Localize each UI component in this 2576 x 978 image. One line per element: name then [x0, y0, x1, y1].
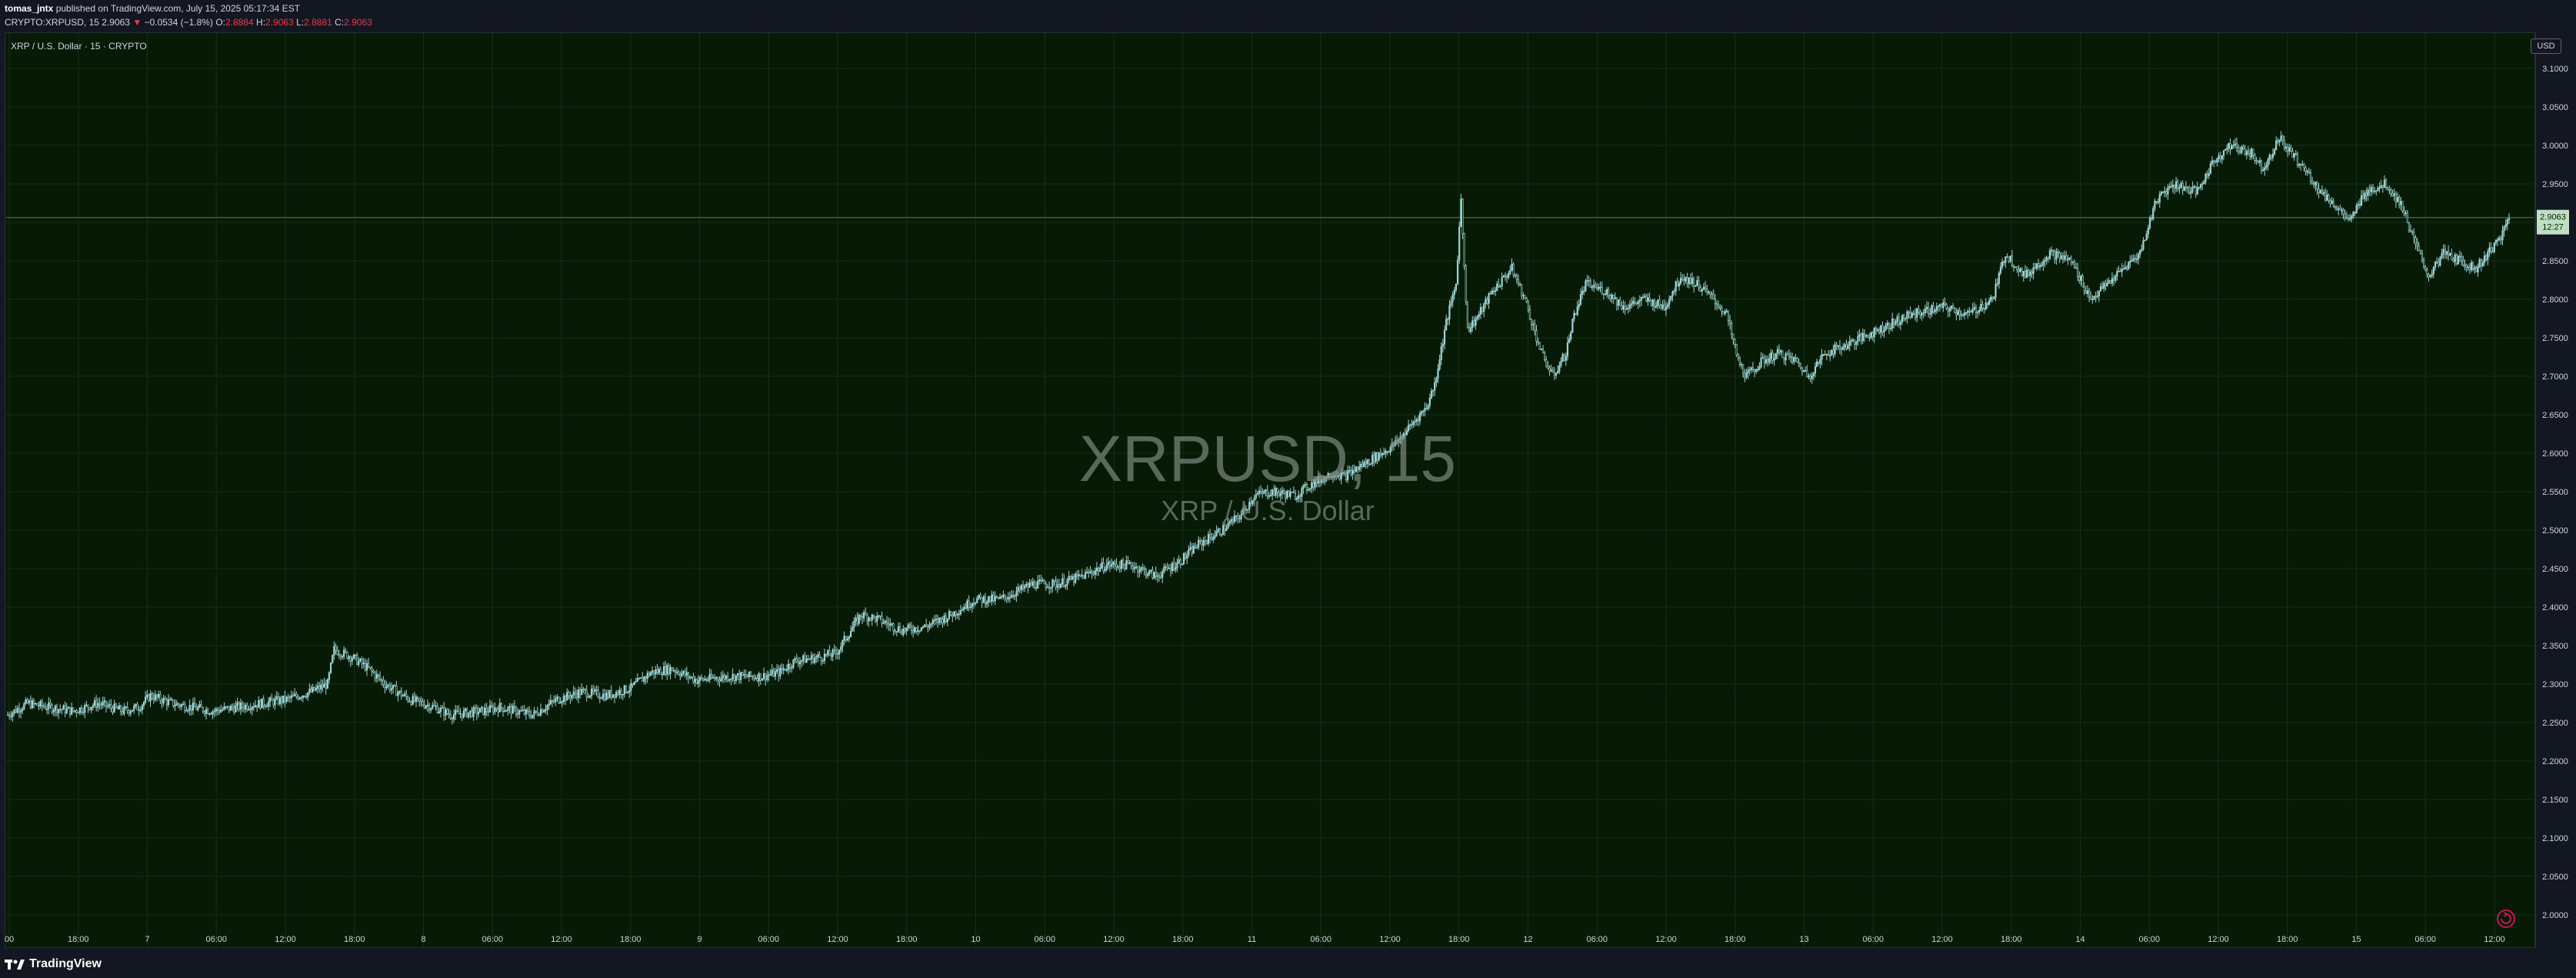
tradingview-logo[interactable]: TradingView — [5, 957, 102, 971]
symbol-label[interactable]: CRYPTO:XRPUSD, 15 — [5, 17, 99, 28]
close-label: C: — [335, 17, 345, 28]
symbol-legend: CRYPTO:XRPUSD, 15 2.9063 ▼ −0.0534 (−1.8… — [5, 17, 372, 28]
currency-badge[interactable]: USD — [2531, 38, 2561, 54]
author-name[interactable]: tomas_jntx — [5, 3, 54, 14]
high-label: H: — [256, 17, 266, 28]
low-label: L: — [296, 17, 305, 28]
down-arrow-icon: ▼ — [132, 17, 142, 28]
change-text: −0.0534 (−1.8%) — [144, 17, 213, 28]
brand-name: TradingView — [29, 957, 102, 970]
last-price: 2.9063 — [102, 17, 130, 28]
chart-header: tomas_jntx published on TradingView.com,… — [0, 0, 2576, 31]
published-text: published on TradingView.com, July 15, 2… — [55, 3, 301, 14]
price-axis[interactable] — [2535, 32, 2576, 948]
publish-info: tomas_jntx published on TradingView.com,… — [5, 3, 300, 14]
footer: TradingView — [0, 953, 2576, 978]
open-label: O: — [215, 17, 225, 28]
chart-pane[interactable] — [5, 32, 2535, 948]
tradingview-logo-icon — [5, 960, 25, 970]
low-value: 2.8881 — [304, 17, 332, 28]
close-value: 2.9063 — [344, 17, 372, 28]
high-value: 2.9063 — [265, 17, 294, 28]
open-value: 2.8884 — [225, 17, 254, 28]
